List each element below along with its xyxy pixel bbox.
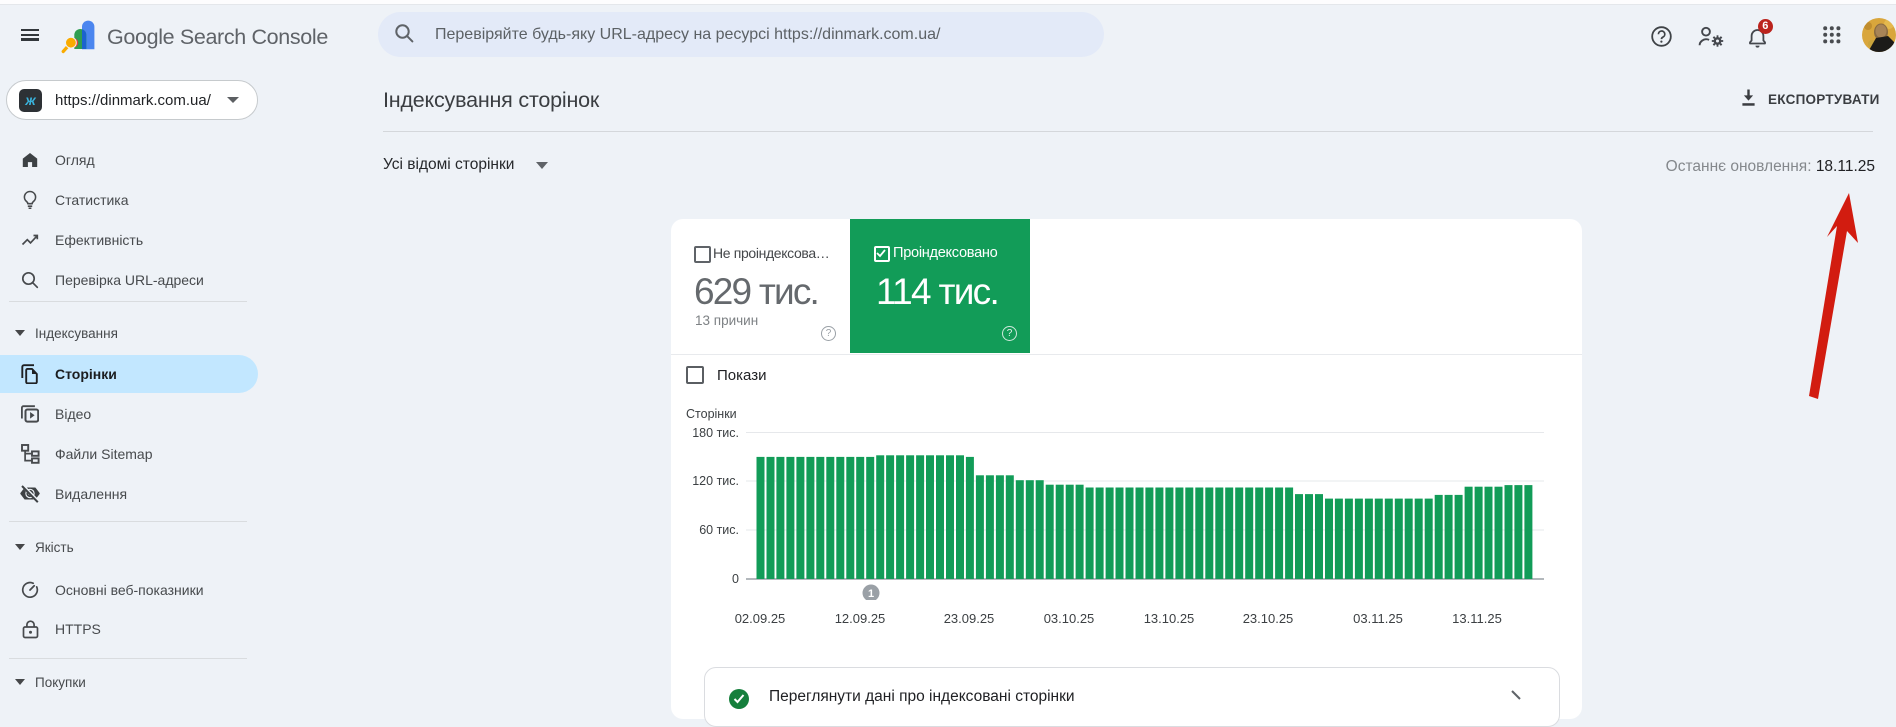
svg-text:1: 1 [868,588,874,600]
